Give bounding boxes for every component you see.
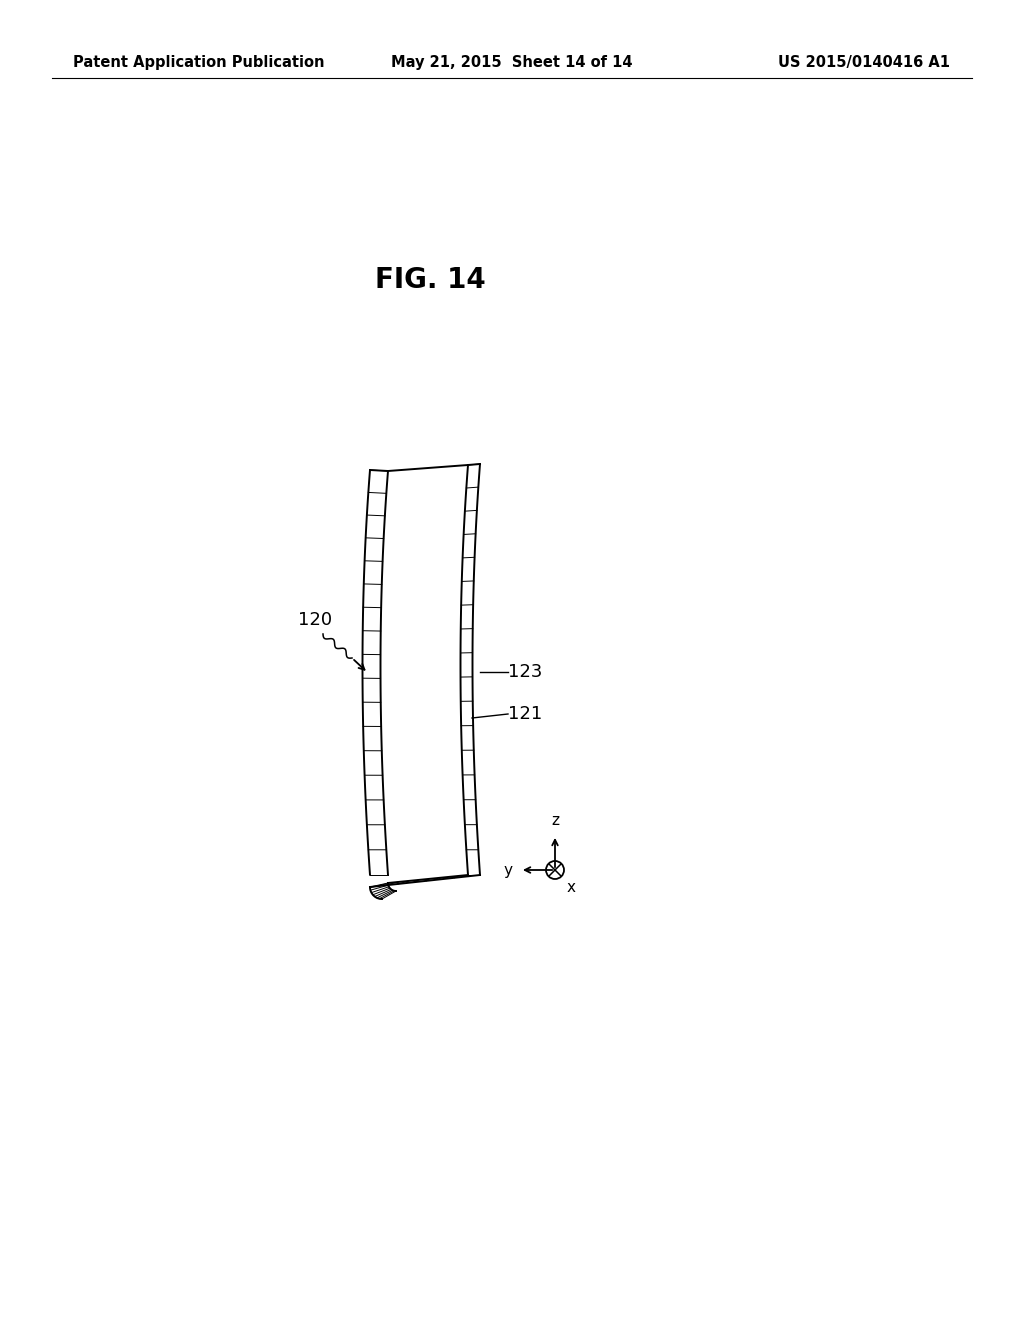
Text: 120: 120 [298,611,332,630]
Text: US 2015/0140416 A1: US 2015/0140416 A1 [778,54,950,70]
Text: y: y [504,862,513,878]
Text: 121: 121 [508,705,543,723]
Text: FIG. 14: FIG. 14 [375,267,485,294]
Text: 123: 123 [508,663,543,681]
Text: x: x [567,880,575,895]
Text: May 21, 2015  Sheet 14 of 14: May 21, 2015 Sheet 14 of 14 [391,54,633,70]
Text: Patent Application Publication: Patent Application Publication [73,54,325,70]
Text: z: z [551,813,559,828]
